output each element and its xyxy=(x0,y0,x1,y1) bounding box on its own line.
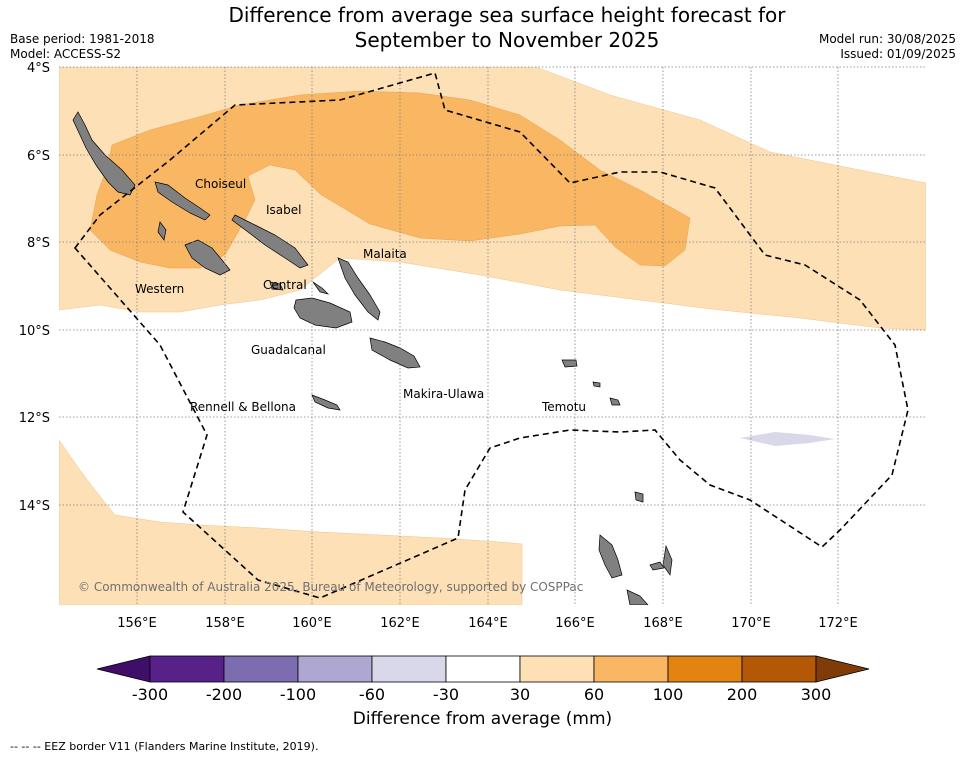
colorbar xyxy=(96,655,870,683)
province-label: Central xyxy=(263,278,307,292)
province-label: Temotu xyxy=(541,400,586,414)
province-label: Malaita xyxy=(363,247,407,261)
lon-tick-label: 168°E xyxy=(643,616,683,631)
lon-tick-label: 162°E xyxy=(380,616,420,631)
colorbar-tick-label: 60 xyxy=(584,685,604,704)
colorbar-segment xyxy=(741,655,817,683)
colorbar-tick-label: -60 xyxy=(359,685,385,704)
island-nendo xyxy=(561,359,578,368)
island-malaita xyxy=(337,257,381,321)
colorbar-segment xyxy=(519,655,595,683)
model-run: Model run: 30/08/2025 xyxy=(818,32,956,46)
island-rennell xyxy=(311,394,341,411)
land-masses xyxy=(72,111,673,605)
lon-tick-label: 164°E xyxy=(468,616,508,631)
island-small-6 xyxy=(634,491,644,503)
island-small-7 xyxy=(312,281,330,295)
province-label: Rennell & Bellona xyxy=(190,400,296,414)
province-label: Isabel xyxy=(266,203,301,217)
lon-tick-label: 156°E xyxy=(117,616,157,631)
title-line-1: Difference from average sea surface heig… xyxy=(228,3,786,27)
island-makira xyxy=(369,337,421,369)
island-isabel xyxy=(231,214,309,269)
lat-tick-label: 6°S xyxy=(27,149,50,164)
base-period: Base period: 1981-2018 xyxy=(10,32,155,46)
colorbar-tick-label: 200 xyxy=(727,685,758,704)
meta-right: Model run: 30/08/2025 Issued: 01/09/2025 xyxy=(819,32,956,62)
island-choiseul xyxy=(154,181,211,221)
colorbar-segment xyxy=(223,655,299,683)
island-new-georgia xyxy=(184,239,231,276)
colorbar-tick-label: -300 xyxy=(132,685,168,704)
lon-tick-label: 160°E xyxy=(292,616,332,631)
colorbar-tick-label: 100 xyxy=(653,685,684,704)
colorbar-segment xyxy=(149,655,225,683)
colorbar-segment xyxy=(371,655,447,683)
island-vanuatu-maewo xyxy=(662,544,673,576)
colorbar-title: Difference from average (mm) xyxy=(352,709,613,729)
colorbar-segment xyxy=(297,655,373,683)
colorbar-segment xyxy=(593,655,669,683)
province-labels: Choiseul Isabel Western Malaita Central … xyxy=(135,177,586,414)
province-label: Guadalcanal xyxy=(251,343,326,357)
colorbar-tick-label: 30 xyxy=(510,685,530,704)
eez-border xyxy=(73,72,909,599)
lat-tick-label: 10°S xyxy=(19,324,50,339)
island-small-4 xyxy=(609,397,621,406)
province-label: Choiseul xyxy=(195,177,246,191)
lon-tick-label: 166°E xyxy=(555,616,595,631)
anomaly-band-neg60-neg30 xyxy=(740,432,835,446)
colorbar-extend-high xyxy=(815,655,870,683)
island-small-1 xyxy=(157,221,167,241)
colorbar-tick-label: 300 xyxy=(801,685,832,704)
model-name: Model: ACCESS-S2 xyxy=(10,47,122,61)
latitude-ticks: 4°S 6°S 8°S 10°S 12°S 14°S xyxy=(19,61,50,514)
chart-title: Difference from average sea surface heig… xyxy=(0,3,965,53)
graticule xyxy=(59,66,926,605)
colorbar-ticks: -300 -200 -100 -60 -30 30 60 100 200 300 xyxy=(132,685,831,704)
lon-tick-label: 158°E xyxy=(205,616,245,631)
colorbar-tick-label: -30 xyxy=(433,685,459,704)
issued-date: Issued: 01/09/2025 xyxy=(840,47,956,61)
colorbar-segment xyxy=(667,655,743,683)
province-label: Western xyxy=(135,282,184,296)
colorbar-tick-label: -100 xyxy=(280,685,316,704)
lat-tick-label: 14°S xyxy=(19,499,50,514)
lat-tick-label: 8°S xyxy=(27,236,50,251)
longitude-ticks: 156°E 158°E 160°E 162°E 164°E 166°E 168°… xyxy=(117,616,858,631)
island-bougainville xyxy=(72,111,136,196)
island-guadalcanal xyxy=(293,297,353,329)
island-vanuatu-espiritu-santo xyxy=(598,534,623,579)
meta-left: Base period: 1981-2018 Model: ACCESS-S2 xyxy=(10,32,155,62)
island-small-3 xyxy=(649,561,665,571)
lat-tick-label: 12°S xyxy=(19,411,50,426)
title-line-2: September to November 2025 xyxy=(354,28,660,52)
lon-tick-label: 170°E xyxy=(731,616,771,631)
island-small-2 xyxy=(269,281,284,291)
eez-footnote: -- -- -- EEZ border V11 (Flanders Marine… xyxy=(10,740,319,753)
island-vanuatu-malekula xyxy=(626,589,649,605)
island-small-5 xyxy=(592,381,601,388)
copyright-credit: © Commonwealth of Australia 2025, Bureau… xyxy=(78,580,584,594)
map-area xyxy=(59,67,926,605)
lon-tick-label: 172°E xyxy=(818,616,858,631)
province-label: Makira-Ulawa xyxy=(403,387,484,401)
anomaly-band-30-60-south xyxy=(59,439,523,605)
colorbar-tick-label: -200 xyxy=(206,685,242,704)
lat-tick-label: 4°S xyxy=(27,61,50,76)
colorbar-extend-low xyxy=(96,655,151,683)
colorbar-segment xyxy=(445,655,521,683)
